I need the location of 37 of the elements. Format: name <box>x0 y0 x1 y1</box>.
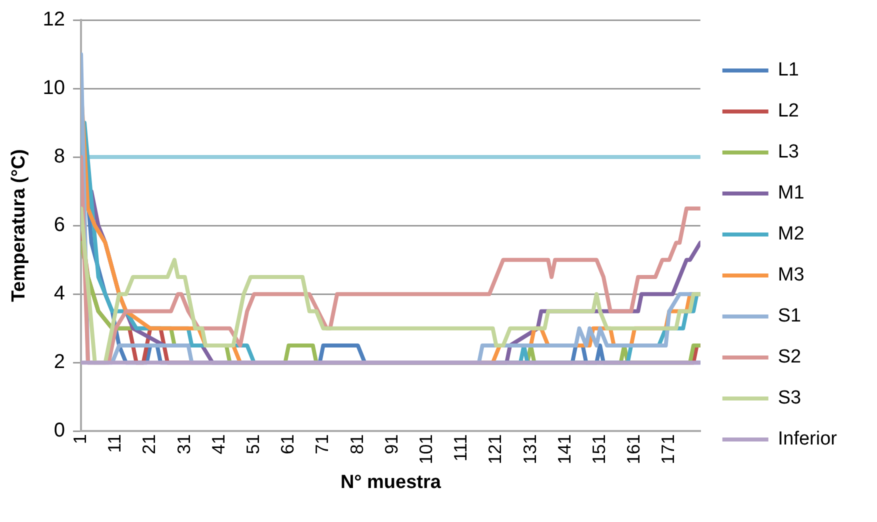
y-axis-title: Temperatura (°C) <box>8 149 30 302</box>
legend-label: S1 <box>778 306 802 327</box>
legend-label: Inferior <box>778 428 838 450</box>
legend-label: M3 <box>778 264 804 286</box>
x-tick-label: 31 <box>174 434 194 454</box>
x-tick-label: 101 <box>416 434 436 464</box>
y-tick-label: 8 <box>54 146 66 168</box>
x-tick-label: 111 <box>450 434 471 462</box>
x-tick-label: 161 <box>624 434 644 464</box>
x-tick-label: 21 <box>139 434 160 454</box>
y-tick-label: 4 <box>54 282 66 305</box>
legend-label: S2 <box>778 346 802 368</box>
x-tick-label: 11 <box>104 434 125 453</box>
x-tick-label: 41 <box>208 434 228 454</box>
x-tick-label: 131 <box>520 434 540 464</box>
y-tick-label: 6 <box>54 214 66 236</box>
x-axis-title: N° muestra <box>340 472 442 493</box>
x-tick-label: 61 <box>278 434 298 454</box>
x-tick-label: 171 <box>658 434 678 464</box>
legend-label: M2 <box>778 224 804 245</box>
y-tick-label: 10 <box>42 77 66 100</box>
y-tick-label: 2 <box>54 351 66 374</box>
legend-label: L3 <box>778 142 800 163</box>
x-tick-label: 81 <box>346 434 367 454</box>
legend-label: L1 <box>778 60 800 81</box>
x-tick-label: 91 <box>381 434 402 454</box>
x-tick-label: 141 <box>554 434 574 464</box>
legend-label: L2 <box>778 100 800 122</box>
x-tick-label: 151 <box>589 434 609 464</box>
legend-label: M1 <box>778 182 804 204</box>
x-tick-label: 1 <box>70 434 90 444</box>
x-tick-label: 51 <box>243 434 264 454</box>
legend-label: S3 <box>778 388 802 409</box>
x-tick-label: 71 <box>312 434 332 454</box>
y-tick-label: 0 <box>54 420 66 442</box>
x-tick-label: 121 <box>485 434 506 464</box>
y-tick-label: 12 <box>42 8 66 31</box>
